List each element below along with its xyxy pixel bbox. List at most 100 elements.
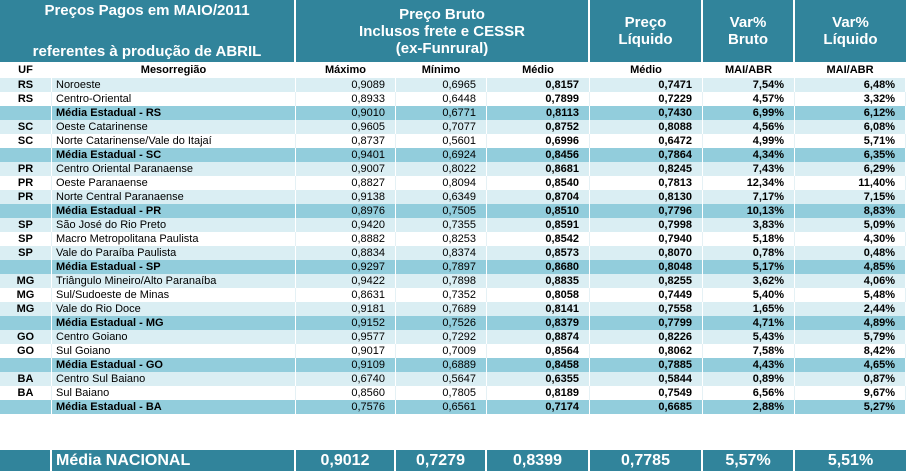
cell-meso: Norte Catarinense/Vale do Itajaí [52, 134, 296, 148]
state-average-row: Média Estadual - SP 0,9297 0,7897 0,8680 0,8… [0, 260, 906, 274]
cell-vl: 6,08% [795, 120, 906, 134]
state-average-row: Média Estadual - GO 0,9109 0,6889 0,8458 0,7… [0, 358, 906, 372]
cell-liq: 0,8255 [590, 274, 703, 288]
var-liq-line1: Var% [832, 14, 869, 31]
cell-uf: MG [0, 288, 52, 302]
cell-med: 0,8591 [487, 218, 590, 232]
table-row: GO Sul Goiano 0,9017 0,7009 0,8564 0,8062 7,58… [0, 344, 906, 358]
cell-max: 0,9181 [296, 302, 396, 316]
cell-med: 0,6996 [487, 134, 590, 148]
cell-uf: MG [0, 302, 52, 316]
cell-uf [0, 204, 52, 218]
col-header-var-bruto: MAI/ABR [703, 62, 795, 78]
cell-liq: 0,8062 [590, 344, 703, 358]
cell-min: 0,5601 [396, 134, 487, 148]
cell-vb: 7,43% [703, 162, 795, 176]
cell-vb: 5,43% [703, 330, 795, 344]
total-min: 0,7279 [396, 450, 487, 471]
cell-liq: 0,8226 [590, 330, 703, 344]
cell-min: 0,6349 [396, 190, 487, 204]
cell-vl: 0,87% [795, 372, 906, 386]
cell-max: 0,6740 [296, 372, 396, 386]
cell-uf [0, 260, 52, 274]
cell-uf: PR [0, 190, 52, 204]
cell-max: 0,7576 [296, 400, 396, 414]
cell-liq: 0,6685 [590, 400, 703, 414]
table-row: RS Noroeste 0,9089 0,6965 0,8157 0,7471 7,54% 6… [0, 78, 906, 92]
cell-liq: 0,7549 [590, 386, 703, 400]
cell-med: 0,8379 [487, 316, 590, 330]
cell-vb: 3,83% [703, 218, 795, 232]
cell-med: 0,7899 [487, 92, 590, 106]
cell-vl: 5,48% [795, 288, 906, 302]
cell-vl: 4,65% [795, 358, 906, 372]
title-line2: referentes à produção de ABRIL [32, 43, 262, 60]
column-headers: UF Mesorregião Máximo Mínimo Médio Médio MAI/A… [0, 62, 906, 78]
col-header-uf: UF [0, 62, 52, 78]
total-spacer [0, 450, 52, 471]
table-row: PR Oeste Paranaense 0,8827 0,8094 0,8540 0,78… [0, 176, 906, 190]
cell-med: 0,6355 [487, 372, 590, 386]
cell-max: 0,8560 [296, 386, 396, 400]
cell-vb: 10,13% [703, 204, 795, 218]
cell-med: 0,8564 [487, 344, 590, 358]
cell-uf: PR [0, 162, 52, 176]
col-header-var-liquido: MAI/ABR [795, 62, 906, 78]
cell-meso: Média Estadual - SP [52, 260, 296, 274]
cell-vb: 4,43% [703, 358, 795, 372]
cell-uf [0, 358, 52, 372]
cell-liq: 0,7940 [590, 232, 703, 246]
cell-min: 0,6889 [396, 358, 487, 372]
cell-vb: 1,65% [703, 302, 795, 316]
cell-meso: Centro-Oriental [52, 92, 296, 106]
total-liq: 0,7785 [590, 450, 703, 471]
cell-uf: BA [0, 386, 52, 400]
cell-med: 0,8573 [487, 246, 590, 260]
table-row: SP Macro Metropolitana Paulista 0,8882 0,82… [0, 232, 906, 246]
cell-liq: 0,7558 [590, 302, 703, 316]
cell-med: 0,8681 [487, 162, 590, 176]
cell-min: 0,7505 [396, 204, 487, 218]
table-row: SC Norte Catarinense/Vale do Itajaí 0,8737… [0, 134, 906, 148]
state-average-row: Média Estadual - BA 0,7576 0,6561 0,7174 0,6… [0, 400, 906, 414]
table-row: MG Triângulo Mineiro/Alto Paranaíba 0,9422… [0, 274, 906, 288]
cell-vb: 4,34% [703, 148, 795, 162]
cell-vl: 7,15% [795, 190, 906, 204]
cell-vb: 6,99% [703, 106, 795, 120]
cell-max: 0,9109 [296, 358, 396, 372]
cell-min: 0,7355 [396, 218, 487, 232]
bruto-line3: (ex-Funrural) [395, 39, 489, 57]
cell-min: 0,6448 [396, 92, 487, 106]
cell-med: 0,8157 [487, 78, 590, 92]
cell-meso: Noroeste [52, 78, 296, 92]
cell-min: 0,5647 [396, 372, 487, 386]
cell-max: 0,8827 [296, 176, 396, 190]
cell-max: 0,9010 [296, 106, 396, 120]
cell-meso: Média Estadual - MG [52, 316, 296, 330]
cell-meso: Vale do Rio Doce [52, 302, 296, 316]
cell-meso: Sul/Sudoeste de Minas [52, 288, 296, 302]
state-average-row: Média Estadual - MG 0,9152 0,7526 0,8379 0,7… [0, 316, 906, 330]
cell-max: 0,9401 [296, 148, 396, 162]
cell-uf: SC [0, 134, 52, 148]
table-row: PR Centro Oriental Paranaense 0,9007 0,8022… [0, 162, 906, 176]
cell-med: 0,8058 [487, 288, 590, 302]
cell-med: 0,8874 [487, 330, 590, 344]
cell-uf: GO [0, 330, 52, 344]
cell-meso: Sul Goiano [52, 344, 296, 358]
table-row: SP Vale do Paraíba Paulista 0,8834 0,8374 0,… [0, 246, 906, 260]
cell-max: 0,9007 [296, 162, 396, 176]
cell-med: 0,8542 [487, 232, 590, 246]
cell-max: 0,8834 [296, 246, 396, 260]
cell-meso: Oeste Catarinense [52, 120, 296, 134]
cell-liq: 0,7471 [590, 78, 703, 92]
cell-liq: 0,7449 [590, 288, 703, 302]
cell-liq: 0,7796 [590, 204, 703, 218]
cell-vb: 7,58% [703, 344, 795, 358]
table-header: Preços Pagos em MAIO/2011 referentes à p… [0, 0, 906, 62]
table-row: SC Oeste Catarinense 0,9605 0,7077 0,8752 0,8… [0, 120, 906, 134]
var-bruto-line1: Var% [729, 14, 767, 31]
cell-vl: 5,79% [795, 330, 906, 344]
cell-meso: Sul Baiano [52, 386, 296, 400]
cell-max: 0,9605 [296, 120, 396, 134]
